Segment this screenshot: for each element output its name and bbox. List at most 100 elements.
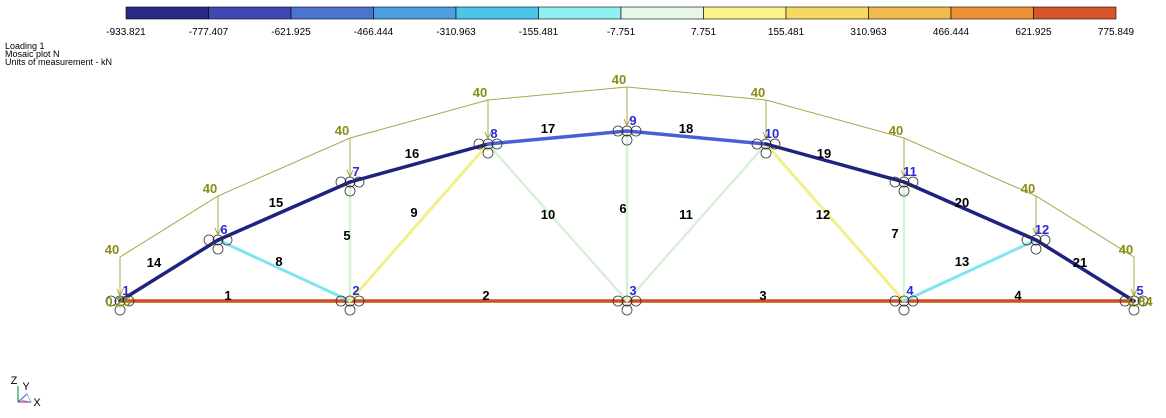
element-number-label: 16 bbox=[405, 146, 419, 161]
element-number-label: 11 bbox=[679, 207, 693, 222]
node-support-circle bbox=[1030, 243, 1042, 255]
legend-tick-label: 466.444 bbox=[933, 27, 970, 38]
info-units: Units of measurement - kN bbox=[5, 57, 113, 67]
element-number-label: 14 bbox=[147, 255, 162, 270]
legend-swatch-7 bbox=[620, 6, 704, 20]
node-support-circle bbox=[898, 185, 910, 197]
element-number-label: 21 bbox=[1073, 255, 1087, 270]
node-support-circle bbox=[907, 176, 919, 188]
element-number-label: 6 bbox=[619, 201, 626, 216]
node-marker bbox=[621, 125, 633, 137]
legend-swatch-12 bbox=[1033, 6, 1117, 20]
node-support-circle bbox=[335, 176, 347, 188]
node-support-circle bbox=[612, 125, 624, 137]
node-number-label: 7 bbox=[352, 164, 359, 179]
legend-tick-label: 7.751 bbox=[691, 27, 716, 38]
truss-element-12 bbox=[764, 142, 906, 303]
load-value-label: 40 bbox=[612, 72, 626, 87]
load-value-label: 40 bbox=[1021, 181, 1035, 196]
element-number-label: 18 bbox=[679, 121, 693, 136]
node-number-label: 1 bbox=[122, 283, 129, 298]
legend-tick-label: -7.751 bbox=[607, 27, 636, 38]
element-number-label: 2 bbox=[482, 288, 489, 303]
node-marker bbox=[212, 234, 224, 246]
legend-swatch-6 bbox=[538, 6, 622, 20]
node-support-circle bbox=[889, 295, 901, 307]
legend-swatch-2 bbox=[208, 6, 292, 20]
truss-element-20 bbox=[902, 180, 1038, 242]
element-number-label: 5 bbox=[343, 228, 350, 243]
node-support-circle bbox=[621, 304, 633, 316]
node-support-circle bbox=[630, 295, 642, 307]
legend-swatch-3 bbox=[290, 6, 374, 20]
info-loading: Loading 1 bbox=[5, 41, 45, 51]
load-value-label: 40 bbox=[105, 242, 119, 257]
legend-tick-label: 621.925 bbox=[1015, 27, 1052, 38]
truss-element-18 bbox=[625, 129, 768, 146]
node-support-circle bbox=[612, 295, 624, 307]
load-value-label: 40 bbox=[335, 123, 349, 138]
truss-element-21 bbox=[1034, 238, 1136, 303]
element-number-label: 7 bbox=[891, 226, 898, 241]
legend-swatch-9 bbox=[785, 6, 869, 20]
node-support-circle bbox=[1128, 304, 1140, 316]
node-marker bbox=[898, 176, 910, 188]
legend-swatch-8 bbox=[703, 6, 787, 20]
truss-element-9 bbox=[348, 142, 490, 303]
load-value-label: 40 bbox=[473, 85, 487, 100]
truss-element-10 bbox=[486, 142, 629, 303]
node-number-label: 5 bbox=[1136, 283, 1143, 298]
element-number-label: 9 bbox=[410, 205, 417, 220]
node-support-circle bbox=[212, 243, 224, 255]
node-support-circle bbox=[353, 176, 365, 188]
truss-elements bbox=[118, 129, 1136, 303]
node-support-circle bbox=[491, 138, 503, 150]
load-value-label: 40 bbox=[889, 123, 903, 138]
node-support-circle bbox=[898, 304, 910, 316]
legend-tick-label: -621.925 bbox=[271, 27, 311, 38]
node-support-circle bbox=[203, 234, 215, 246]
element-number-label: 10 bbox=[541, 207, 555, 222]
node-support-circle bbox=[1119, 295, 1131, 307]
truss-element-11 bbox=[625, 142, 768, 303]
truss-element-15 bbox=[216, 180, 352, 242]
legend-tick-label: 155.481 bbox=[768, 27, 805, 38]
legend-tick-label: -777.407 bbox=[189, 27, 229, 38]
load-value-label: 40 bbox=[203, 181, 217, 196]
node-marker bbox=[898, 295, 910, 307]
node-number-label: 6 bbox=[220, 222, 227, 237]
truss-element-16 bbox=[348, 142, 490, 184]
element-number-label: 12 bbox=[816, 207, 830, 222]
legend-tick-label: 310.963 bbox=[850, 27, 887, 38]
node-support-circle bbox=[105, 295, 117, 307]
legend-tick-label: -310.963 bbox=[436, 27, 476, 38]
element-number-label: 20 bbox=[955, 195, 969, 210]
element-number-label: 3 bbox=[759, 288, 766, 303]
node-number-label: 2 bbox=[352, 283, 359, 298]
node-support-circle bbox=[1137, 295, 1149, 307]
element-number-label: 19 bbox=[817, 146, 831, 161]
node-support-circle bbox=[344, 185, 356, 197]
load-value-label: 40 bbox=[751, 85, 765, 100]
node-support-circle bbox=[621, 134, 633, 146]
element-number-label: 15 bbox=[269, 195, 283, 210]
node-support-circle bbox=[751, 138, 763, 150]
element-number-label: 13 bbox=[955, 254, 969, 269]
legend-tick-label: -466.444 bbox=[354, 27, 394, 38]
axis-y-label: Y bbox=[22, 381, 30, 393]
node-number-label: 9 bbox=[629, 113, 636, 128]
node-number-label: 11 bbox=[903, 164, 917, 179]
node-support-circle bbox=[221, 234, 233, 246]
node-support-circle bbox=[353, 295, 365, 307]
node-support-circle bbox=[1039, 234, 1051, 246]
truss-element-17 bbox=[486, 129, 629, 146]
node-support-circle bbox=[114, 304, 126, 316]
node-number-label: 12 bbox=[1035, 222, 1049, 237]
node-marker bbox=[1030, 234, 1042, 246]
node-support-circle bbox=[123, 295, 135, 307]
truss-element-13 bbox=[902, 238, 1038, 303]
truss-element-14 bbox=[118, 238, 220, 303]
axis-x-label: X bbox=[33, 397, 41, 409]
node-support-circle bbox=[1021, 234, 1033, 246]
